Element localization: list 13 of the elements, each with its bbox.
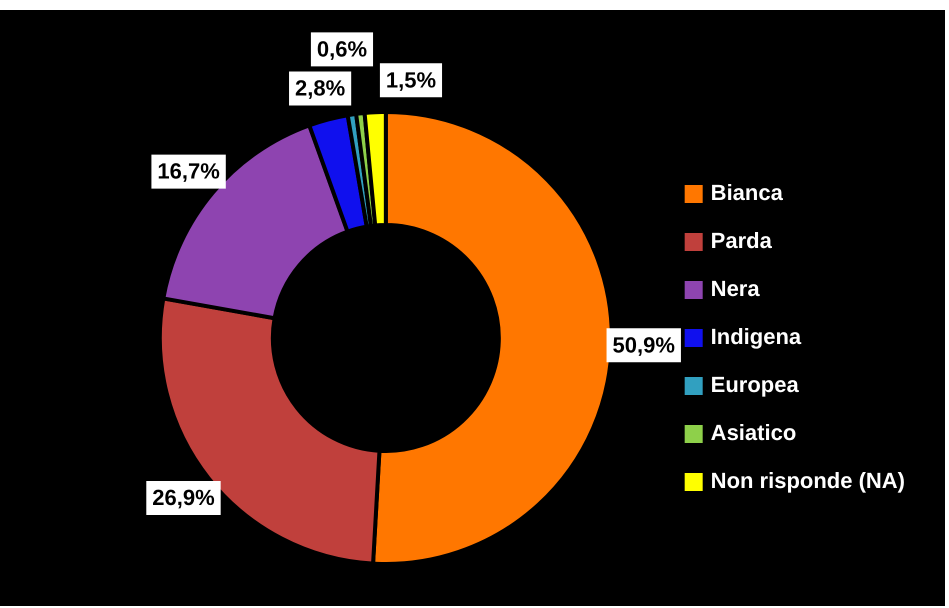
legend-label: Europea	[710, 372, 800, 398]
data-label: 0,6%	[316, 36, 368, 62]
data-label: 50,9%	[612, 332, 675, 358]
data-label: 1,5%	[386, 67, 436, 92]
legend-label: Asiatico	[710, 420, 796, 446]
legend-label: Non risponde (NA)	[710, 468, 906, 494]
legend-label: Indigena	[710, 324, 802, 350]
legend-label: Parda	[710, 228, 773, 254]
data-label: 16,7%	[157, 158, 220, 184]
data-label: 26,9%	[152, 485, 215, 510]
data-label: 2,8%	[295, 76, 346, 101]
legend-label: Bianca	[710, 180, 784, 206]
legend-label: Nera	[710, 276, 760, 302]
